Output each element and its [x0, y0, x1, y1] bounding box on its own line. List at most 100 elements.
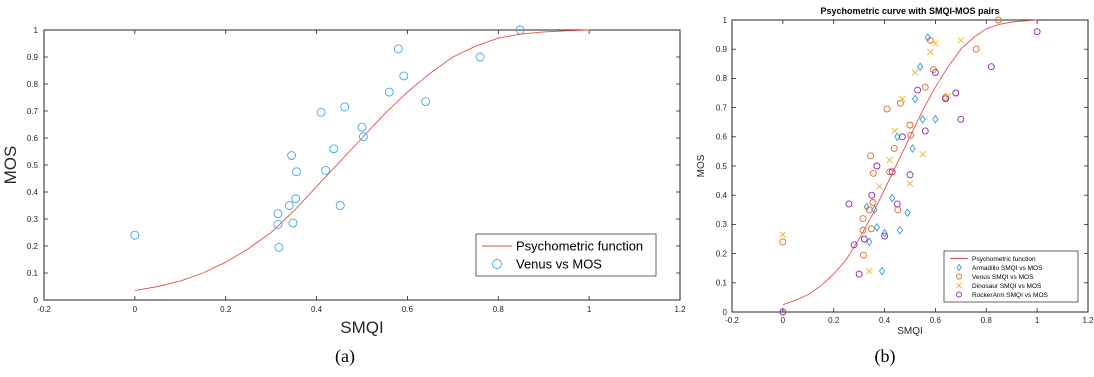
- data-point: [357, 122, 367, 132]
- data-point: [855, 270, 863, 278]
- legend-label: Dinosaur SMQI vs MOS: [972, 283, 1042, 290]
- data-point: [779, 231, 787, 238]
- data-point: [865, 267, 873, 275]
- chart-b-curve: [782, 19, 1038, 306]
- x-tick-label: 0.8: [981, 316, 993, 325]
- chart-b-legend: Psychometric function Armadillo SMQI vs M…: [943, 250, 1079, 303]
- y-tick-label: 0.2: [27, 242, 39, 251]
- psychometric-curve: [782, 19, 1038, 306]
- chart-b-title: Psychometric curve with SMQI-MOS pairs: [820, 6, 999, 16]
- data-point: [881, 228, 888, 238]
- chart-b-points: [779, 16, 1041, 316]
- y-tick-label: 1: [34, 26, 39, 35]
- chart-a-legend: Psychometric function Venus vs MOS: [475, 233, 657, 277]
- legend-box: [943, 250, 1079, 303]
- x-tick-label: -0.2: [37, 305, 51, 314]
- legend-box: [475, 233, 657, 277]
- data-point: [515, 25, 525, 35]
- caption-a: (a): [335, 346, 355, 367]
- chart-b-ylabel: MOS: [696, 154, 707, 177]
- data-point: [911, 94, 919, 104]
- data-point: [896, 99, 904, 107]
- panel-b: Psychometric curve with SMQI-MOS pairs -…: [690, 0, 1094, 372]
- data-point: [944, 92, 952, 100]
- data-point: [274, 242, 284, 252]
- data-point: [957, 115, 965, 123]
- data-point: [889, 193, 896, 203]
- y-tick-label: 0.8: [716, 74, 728, 83]
- data-point: [896, 225, 903, 235]
- data-point: [288, 218, 298, 228]
- x-tick-label: 0: [781, 316, 786, 325]
- data-point: [321, 165, 331, 175]
- data-point: [292, 167, 302, 177]
- data-point: [987, 63, 995, 71]
- data-point: [891, 127, 899, 135]
- legend-label: Venus vs MOS: [516, 257, 602, 272]
- legend-label: Armadillo SMQI vs MOS: [972, 265, 1043, 272]
- x-tick-label: 0.6: [930, 316, 942, 325]
- data-point: [845, 200, 853, 208]
- data-point: [932, 40, 939, 47]
- data-point: [860, 235, 868, 243]
- data-point: [1033, 28, 1041, 36]
- data-point: [995, 16, 1002, 24]
- y-tick-label: 0: [34, 296, 39, 305]
- data-point: [850, 241, 858, 249]
- legend-label: RockerArm SMQI vs MOS: [972, 292, 1049, 299]
- data-point: [393, 44, 403, 54]
- data-point: [316, 107, 326, 117]
- data-point: [873, 222, 881, 232]
- data-point: [890, 145, 898, 152]
- data-point: [421, 97, 431, 107]
- data-point: [888, 168, 896, 176]
- data-point: [878, 266, 886, 276]
- data-point: [868, 191, 876, 199]
- data-point: [779, 308, 787, 316]
- y-tick-label: 0.2: [716, 249, 728, 258]
- data-point: [907, 131, 915, 139]
- data-point: [926, 36, 934, 44]
- legend-swatch: [956, 273, 962, 280]
- y-tick-label: 0.7: [716, 103, 728, 112]
- legend-swatch: [492, 259, 502, 269]
- data-point: [906, 180, 914, 187]
- y-tick-label: 0.5: [27, 161, 39, 170]
- data-point: [931, 69, 939, 77]
- chart-a-xlabel: SMQI: [340, 318, 383, 337]
- data-point: [881, 232, 889, 240]
- caption-b: (b): [875, 346, 896, 367]
- data-point: [335, 201, 345, 210]
- data-point: [865, 206, 873, 214]
- chart-b-xlabel: SMQI: [897, 326, 923, 337]
- y-tick-label: 0.6: [27, 134, 39, 143]
- data-point: [886, 168, 894, 176]
- chart-a-curve: [134, 29, 590, 292]
- data-point: [876, 183, 883, 190]
- chart-a-ylabel: MOS: [1, 146, 20, 185]
- legend-label: Venus SMQI vs MOS: [972, 274, 1034, 281]
- data-point: [927, 48, 934, 56]
- data-point: [329, 144, 339, 154]
- chart-a: -0.2 0 0.2 0.4 0.6 0.8 1 1.200.10.20.30.40.50.6…: [1, 25, 686, 367]
- data-point: [871, 205, 878, 215]
- data-point: [911, 69, 919, 76]
- x-tick-label: 0.2: [220, 305, 232, 314]
- data-point: [869, 199, 877, 206]
- legend-label: Psychometric function: [516, 239, 643, 254]
- data-point: [893, 200, 901, 208]
- x-tick-label: 0.4: [879, 316, 891, 325]
- x-tick-label: -0.2: [725, 316, 739, 325]
- data-point: [921, 127, 929, 135]
- y-tick-label: 0.8: [27, 80, 39, 89]
- panel-a: -0.2 0 0.2 0.4 0.6 0.8 1 1.2 0 0.1 0.2 0.3 0.4 0.5 0.6…: [1, 25, 686, 367]
- data-point: [909, 144, 916, 153]
- x-tick-label: 0.2: [828, 316, 840, 325]
- data-point: [859, 226, 867, 234]
- data-point: [779, 238, 787, 246]
- data-point: [475, 52, 485, 62]
- data-point: [886, 156, 893, 164]
- y-tick-label: 0.6: [716, 133, 728, 142]
- data-point: [919, 151, 927, 158]
- legend-swatch: [956, 291, 962, 298]
